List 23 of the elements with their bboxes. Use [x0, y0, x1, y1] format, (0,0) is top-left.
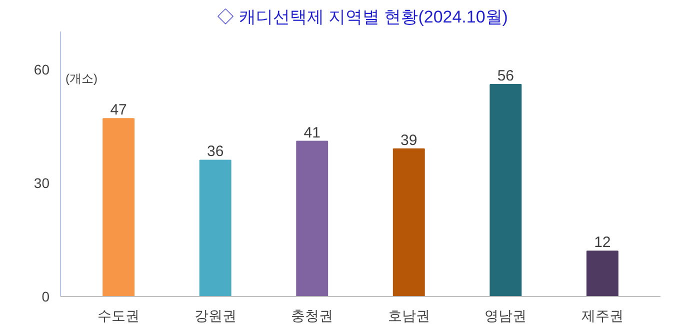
data-label: 47: [110, 102, 127, 119]
data-label: 36: [206, 143, 224, 160]
data-label: 12: [594, 234, 611, 252]
data-label: 56: [497, 68, 514, 84]
y-axis-title: (개소): [66, 71, 98, 86]
y-tick-label: 60: [34, 61, 50, 78]
bar: [392, 148, 425, 296]
chart-title: ◇ 캐디선택제 지역별 현황(2024.10월): [217, 8, 508, 26]
x-tick-label: 수도권: [98, 308, 140, 324]
y-tick-label: 0: [42, 288, 50, 304]
data-label: 39: [400, 132, 418, 149]
x-tick-label: 강원권: [194, 308, 236, 324]
bar: [296, 140, 328, 296]
bar: [102, 118, 135, 296]
x-tick-label: 충청권: [291, 308, 334, 324]
x-tick-label: 제주권: [581, 308, 624, 324]
bar: [586, 250, 618, 296]
data-label: 41: [304, 124, 320, 142]
y-tick-label: 30: [34, 174, 50, 191]
bar: [490, 84, 522, 296]
x-tick-label: 호남권: [388, 308, 430, 324]
bar: [199, 160, 232, 296]
x-tick-label: 영남권: [484, 308, 527, 324]
